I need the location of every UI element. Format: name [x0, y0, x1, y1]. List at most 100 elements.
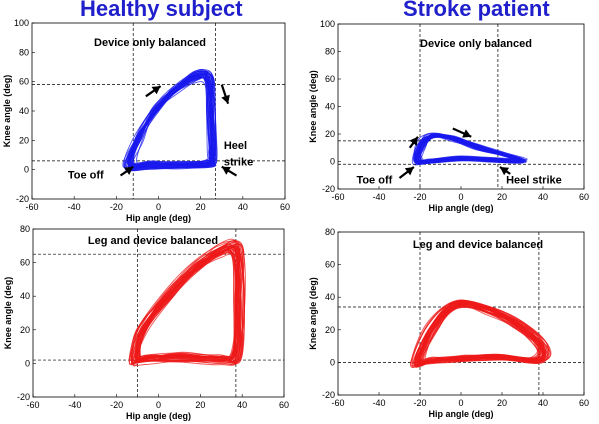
gait-cycle-trace	[133, 245, 241, 362]
y-tick-label: 20	[19, 135, 29, 145]
gait-cycle-trace	[135, 244, 242, 363]
x-tick-label: 60	[280, 202, 290, 212]
y-tick-label: 0	[24, 165, 29, 175]
x-tick-label: -40	[68, 400, 81, 410]
x-tick-label: -20	[110, 202, 123, 212]
gait-cycle-trace	[128, 70, 213, 169]
y-axis-label: Knee angle (deg)	[2, 75, 12, 148]
gait-cycle-trace	[132, 241, 244, 366]
gait-cycle-trace	[417, 301, 546, 367]
gait-cycle-trace	[128, 71, 214, 169]
y-tick-label: 0	[330, 157, 335, 167]
gait-cycle-trace	[129, 241, 245, 363]
y-tick-label: 40	[325, 102, 335, 112]
x-tick-label: 20	[497, 192, 507, 202]
gait-cycle-trace	[129, 72, 214, 171]
gait-cycle-trace	[133, 76, 210, 166]
x-axis-label: Hip angle (deg)	[126, 411, 191, 421]
plot-title: Device only balanced	[420, 38, 532, 50]
y-axis-label: Knee angle (deg)	[3, 277, 13, 350]
gait-cycle-trace	[136, 243, 243, 364]
annotation-label: Toe off	[68, 169, 104, 181]
x-tick-label: -20	[413, 192, 426, 202]
gait-cycle-trace	[124, 70, 218, 172]
direction-arrow-head	[409, 136, 418, 146]
gait-cycle-trace	[127, 75, 211, 165]
gait-cycle-trace	[134, 250, 238, 360]
gait-cycle-trace	[131, 239, 244, 365]
x-axis-label: Hip angle (deg)	[429, 203, 494, 213]
x-tick-label: -60	[26, 400, 39, 410]
x-tick-label: 20	[497, 398, 507, 408]
y-tick-label: 60	[20, 258, 30, 268]
gait-cycle-trace	[124, 70, 217, 169]
x-tick-label: 60	[579, 192, 589, 202]
gait-cycle-trace	[131, 242, 246, 366]
y-tick-label: 80	[20, 224, 30, 234]
x-tick-label: 20	[195, 400, 205, 410]
gait-cycle-trace	[130, 240, 245, 365]
y-tick-label: 80	[325, 47, 335, 57]
gait-cycle-trace	[131, 238, 244, 367]
x-axis-label: Hip angle (deg)	[429, 409, 494, 419]
gait-cycle-trace	[411, 300, 550, 367]
y-tick-label: -20	[322, 390, 335, 400]
direction-arrow-head	[221, 166, 231, 175]
annotation-label: Toe off	[356, 175, 392, 187]
gait-cycle-trace	[130, 73, 213, 168]
gait-cycle-trace	[132, 76, 214, 167]
x-axis-label: Hip angle (deg)	[126, 213, 191, 223]
x-tick-label: -60	[331, 398, 344, 408]
y-axis-label: Knee angle (deg)	[308, 70, 318, 143]
gait-cycle-trace	[127, 70, 216, 171]
y-tick-label: 100	[14, 18, 29, 28]
gait-cycle-trace	[414, 133, 527, 164]
y-tick-label: 0	[330, 357, 335, 367]
gait-cycle-trace	[133, 243, 244, 365]
annotation-label: Heel	[224, 140, 247, 152]
y-tick-label: 40	[325, 292, 335, 302]
gait-cycle-trace	[131, 245, 239, 364]
x-tick-label: 40	[538, 192, 548, 202]
gait-cycle-trace	[124, 70, 216, 172]
y-tick-label: 20	[325, 129, 335, 139]
gait-cycle-trace	[135, 245, 239, 363]
y-tick-label: 0	[25, 358, 30, 368]
plot-title: Leg and device balanced	[413, 239, 543, 251]
direction-arrow-head	[499, 167, 510, 176]
x-tick-label: 60	[579, 398, 589, 408]
plot-title: Device only balanced	[94, 37, 206, 49]
y-tick-label: 60	[325, 74, 335, 84]
gait-cycle-trace	[125, 71, 217, 168]
gait-cycle-trace	[128, 240, 245, 366]
direction-arrow-head	[151, 86, 161, 95]
axes-frame-stroke-leg	[337, 231, 585, 396]
y-tick-label: 60	[325, 260, 335, 270]
x-tick-label: 0	[458, 398, 463, 408]
gait-cycle-trace	[130, 245, 243, 364]
header-stroke-patient: Stroke patient	[403, 0, 550, 21]
x-tick-label: 20	[196, 202, 206, 212]
x-tick-label: -20	[413, 398, 426, 408]
gait-cycle-trace	[128, 74, 214, 170]
gait-cycle-trace	[414, 134, 526, 164]
plot-title: Leg and device balanced	[88, 235, 218, 247]
gait-cycle-trace	[137, 247, 241, 362]
gait-cycle-trace	[130, 240, 246, 367]
gait-cycle-trace	[135, 248, 239, 361]
x-tick-label: -60	[25, 202, 38, 212]
gait-cycle-trace	[134, 245, 239, 363]
y-tick-label: -20	[16, 194, 29, 204]
direction-arrow-head	[124, 166, 134, 175]
direction-arrow-head	[221, 94, 230, 104]
gait-cycle-trace	[136, 246, 241, 362]
y-tick-label: 80	[19, 47, 29, 57]
gait-cycle-trace	[127, 74, 213, 170]
x-tick-label: 40	[237, 400, 247, 410]
gait-cycle-trace	[124, 69, 217, 168]
y-tick-label: -20	[322, 184, 335, 194]
y-tick-label: -20	[17, 392, 30, 402]
header-healthy-subject: Healthy subject	[80, 0, 243, 21]
gait-cycle-trace	[137, 246, 240, 361]
